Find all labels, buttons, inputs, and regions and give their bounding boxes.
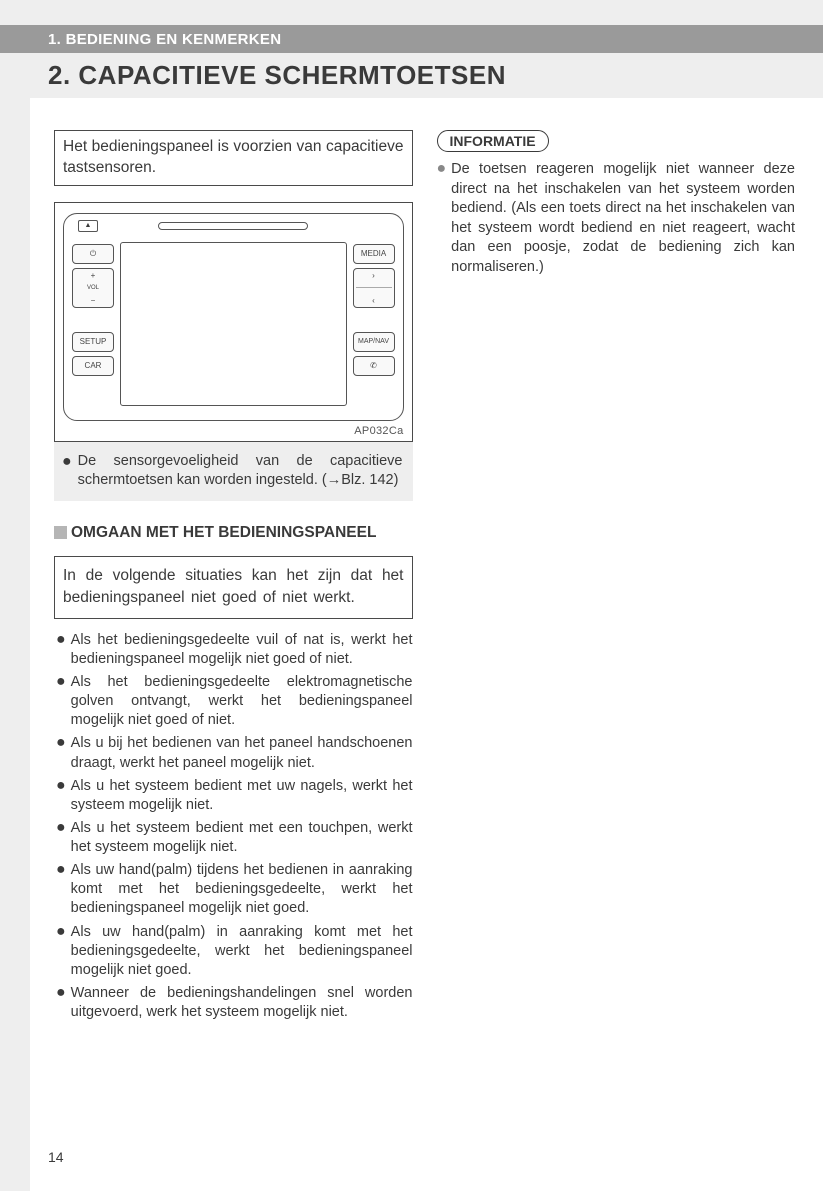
device-diagram-frame: ▲ ⏻ + VOL − SETUP CAR MEDIA › [54,202,413,442]
list-item: ●Als u het systeem bedient met een touch… [54,819,413,857]
bullet-dot: ● [437,160,447,277]
map-nav-button: MAP/NAV [353,332,395,352]
disc-slot [158,222,308,230]
page-number: 14 [48,1149,64,1165]
list-item: ●Als u bij het bedienen van het paneel h… [54,734,413,772]
vol-minus: − [91,296,96,305]
situation-bullet-list: ●Als het bedieningsgedeelte vuil of nat … [54,631,413,1022]
device-screen [120,242,347,406]
media-button: MEDIA [353,244,395,264]
left-column: Het bedieningspaneel is voorzien van cap… [54,130,413,1026]
car-button: CAR [72,356,114,376]
vol-plus: + [91,271,96,280]
right-column: INFORMATIE ● De toetsen reageren mogelij… [437,130,796,1026]
phone-button: ✆ [353,356,395,376]
list-item: ●Als uw hand(palm) in aanraking komt met… [54,923,413,980]
vol-label: VOL [87,285,99,291]
intro-box: Het bedieningspaneel is voorzien van cap… [54,130,413,186]
info-bullet: ● De toetsen reageren mogelijk niet wan­… [437,160,796,277]
subheading-square-icon [54,526,67,539]
situation-box: In de volgende situaties kan het zijn da… [54,556,413,619]
info-bullet-text: De toetsen reageren mogelijk niet wan­ne… [451,160,795,277]
list-item: ●Wanneer de bedieningshandelingen snel w… [54,984,413,1022]
subheading-row: OMGAAN MET HET BEDIENINGS­PANEEL [54,523,413,544]
sensitivity-note-text: De sensorgevoeligheid van de capaci­tiev… [78,452,403,491]
power-button: ⏻ [72,244,114,264]
diagram-code: AP032Ca [63,425,404,437]
chapter-header-bar: 1. BEDIENING EN KENMERKEN [0,25,823,53]
list-item: ●Als het bedieningsgedeelte vuil of nat … [54,631,413,669]
setup-button: SETUP [72,332,114,352]
device-illustration: ▲ ⏻ + VOL − SETUP CAR MEDIA › [63,213,404,421]
seek-next: › [372,271,375,280]
page-title: 2. CAPACITIEVE SCHERMTOETSEN [48,60,506,91]
content-area: Het bedieningspaneel is voorzien van cap… [30,98,823,1191]
list-item: ●Als u het systeem bedient met uw nagels… [54,777,413,815]
seek-button: › ‹ [353,268,395,308]
info-label: INFORMATIE [437,130,549,152]
subheading-text: OMGAAN MET HET BEDIENINGS­PANEEL [71,523,376,544]
bullet-dot: ● [62,452,72,491]
list-item: ●Als het bedieningsgedeelte elektromagne… [54,673,413,730]
chapter-header-text: 1. BEDIENING EN KENMERKEN [48,31,281,48]
list-item: ●Als uw hand(palm) tijdens het bedienen … [54,861,413,918]
seek-prev: ‹ [372,296,375,305]
volume-button: + VOL − [72,268,114,308]
sensitivity-note-box: ● De sensorgevoeligheid van de capaci­ti… [54,442,413,501]
